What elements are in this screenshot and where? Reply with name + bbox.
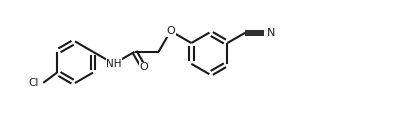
Text: Cl: Cl (28, 78, 38, 88)
Text: NH: NH (106, 59, 121, 69)
Text: O: O (166, 26, 174, 36)
Text: O: O (139, 62, 148, 72)
Text: N: N (266, 28, 275, 38)
